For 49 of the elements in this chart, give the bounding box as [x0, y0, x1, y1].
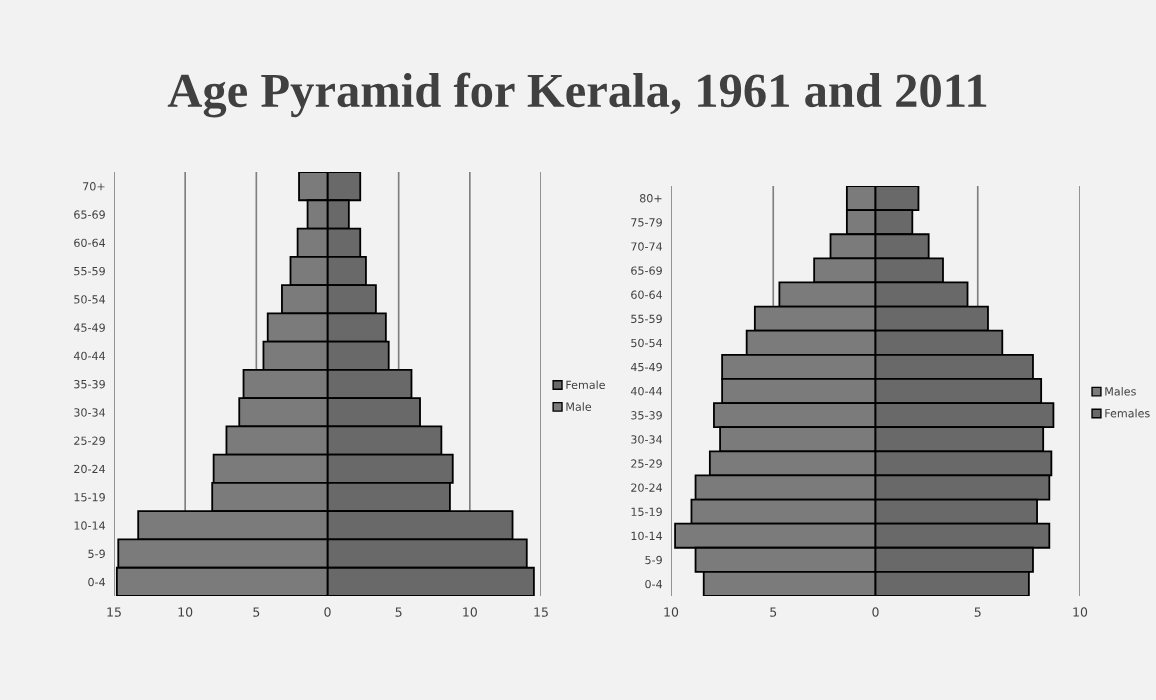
legend-label: Females	[1105, 408, 1150, 418]
y-tick-label: 5-9	[645, 555, 662, 565]
chart-title: Age Pyramid for Kerala, 1961 and 2011	[167, 72, 987, 118]
y-tick-label: 25-29	[74, 436, 105, 445]
y-tick-label: 0-4	[88, 577, 106, 587]
x-tick-label: 10	[178, 607, 193, 617]
y-tick-label: 55-59	[74, 266, 105, 276]
y-tick-label: 30-34	[74, 408, 106, 417]
y-tick-label: 45-49	[630, 362, 662, 372]
x-tick-label: 15	[534, 607, 548, 617]
y-tick-label: 40-44	[630, 386, 663, 396]
x-tick-label: 0	[324, 607, 331, 617]
y-tick-label: 5-9	[88, 549, 105, 558]
y-tick-label: 35-39	[631, 411, 662, 420]
x-tick-label: 5	[770, 607, 777, 617]
legend-label: Males	[1105, 386, 1136, 396]
y-tick-label: 65-69	[74, 210, 105, 219]
y-tick-label: 50-54	[74, 295, 106, 304]
y-tick-label: 10-14	[74, 521, 106, 530]
y-tick-label: 40-44	[73, 351, 106, 361]
x-tick-label: 5	[974, 607, 981, 617]
y-tick-label: 65-69	[631, 266, 662, 275]
y-tick-label: 80+	[639, 194, 662, 203]
y-tick-label: 60-64	[74, 238, 106, 248]
x-tick-label: 0	[872, 607, 879, 617]
y-tick-label: 50-54	[631, 338, 663, 348]
x-tick-label: 5	[253, 607, 260, 617]
y-tick-label: 45-49	[73, 323, 105, 332]
legend-label: Female	[566, 380, 605, 390]
y-tick-label: 25-29	[631, 459, 662, 468]
x-tick-label: 5	[395, 607, 402, 617]
y-tick-label: 20-24	[74, 464, 106, 474]
y-tick-label: 55-59	[631, 314, 662, 324]
y-tick-label: 10-14	[631, 531, 663, 541]
x-tick-label: 15	[107, 607, 121, 617]
y-tick-label: 15-19	[74, 493, 105, 502]
x-tick-label: 10	[664, 607, 679, 617]
y-tick-label: 60-64	[631, 290, 663, 299]
y-tick-label: 0-4	[645, 579, 663, 589]
y-tick-label: 15-19	[631, 507, 662, 516]
y-tick-label: 20-24	[631, 483, 663, 492]
x-tick-label: 10	[1073, 607, 1088, 617]
y-tick-label: 75-79	[631, 218, 662, 227]
y-tick-label: 35-39	[74, 379, 105, 389]
x-tick-label: 10	[463, 607, 477, 617]
legend-label: Male	[566, 402, 592, 411]
y-tick-label: 70+	[83, 182, 105, 191]
y-tick-label: 70-74	[631, 242, 663, 251]
y-tick-label: 30-34	[631, 435, 663, 444]
